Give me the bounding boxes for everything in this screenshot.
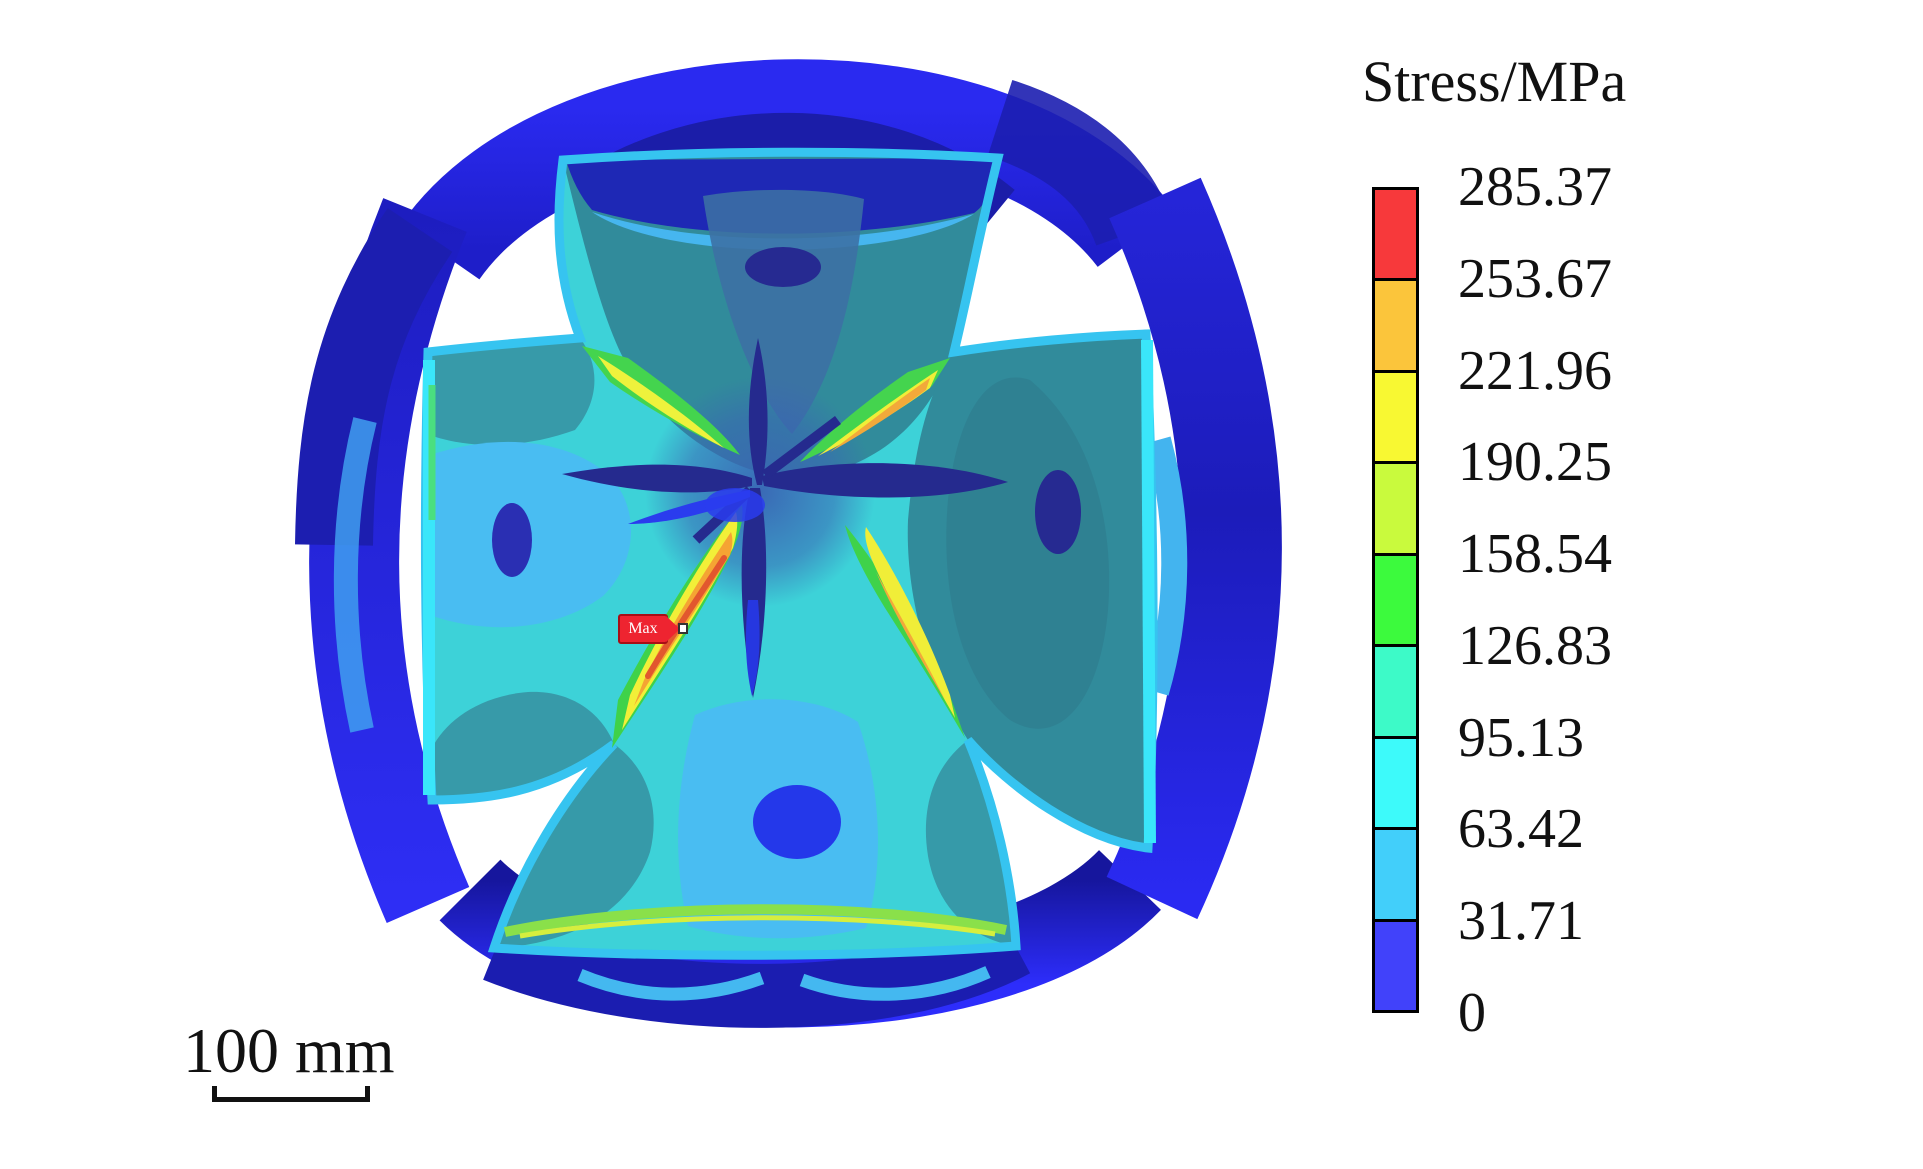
legend-tick-label: 63.42 [1458, 798, 1584, 861]
colorbar [1372, 187, 1419, 1013]
star-petal-diag1 [761, 416, 842, 479]
right-tip-highlight [1141, 339, 1156, 844]
streak-bottomright-orange [876, 572, 945, 700]
streak-topright-green [800, 358, 950, 462]
legend-tick-label: 285.37 [1458, 156, 1612, 218]
colorbar-segment [1375, 647, 1416, 739]
bottom-arm-right-corner [925, 740, 1016, 946]
bottom-highlight-right [799, 966, 991, 1001]
scalebar-label: 100 mm [183, 1015, 395, 1086]
bottom-green-band [503, 904, 1008, 937]
bottom-arm-blue-blob [753, 785, 841, 859]
streak-bottomright-yellow [865, 527, 955, 718]
streak-bottomright-green [845, 525, 965, 738]
top-arm-navy-ellipse [745, 247, 821, 287]
down-petal-royal-tip [745, 600, 760, 696]
top-arm-sky-arc [592, 212, 974, 250]
legend-ticks: 285.37 253.67 221.96 190.25 158.54 126.83 95.1… [1458, 156, 1698, 1044]
scalebar-bracket [212, 1086, 370, 1102]
colorbar-segment [1375, 555, 1416, 648]
right-arm-navy-ellipse [1035, 470, 1081, 554]
legend-tick-label: 31.71 [1458, 890, 1584, 953]
legend-title: Stress/MPa [1362, 49, 1627, 114]
colorbar-segment [1375, 281, 1416, 373]
bottom-arm-left-corner [494, 744, 654, 948]
streak-bottomleft-red-core [645, 555, 727, 679]
star-petal-up [748, 338, 768, 485]
top-arm-steel-tongue [703, 189, 864, 434]
colorbar-segment [1375, 738, 1416, 831]
colorbar-segment [1375, 830, 1416, 922]
legend-tick-label: 190.25 [1458, 431, 1612, 494]
max-marker: Max [618, 614, 692, 644]
bottom-yellowgreen-band [519, 915, 996, 939]
streak-topright-yellow [818, 370, 938, 456]
streak-topright-orange [830, 378, 930, 452]
cross-body [420, 147, 1158, 960]
right-flange-highlight [1143, 436, 1188, 696]
legend-tick-label: 95.13 [1458, 706, 1584, 769]
left-arm-navy-ellipse [492, 503, 532, 577]
star-petal-left [562, 464, 752, 493]
colorbar-segment [1375, 372, 1416, 465]
legend-tick-label: 158.54 [1458, 523, 1612, 586]
legend-tick-label: 126.83 [1458, 614, 1612, 677]
center-royal-patch [705, 488, 765, 522]
max-marker-pointer [666, 616, 680, 642]
bottom-inner-band [483, 916, 1031, 1028]
high-stress-streaks [582, 346, 965, 748]
colorbar-segment [1375, 190, 1416, 282]
star-petal-right [762, 463, 1008, 498]
colorbar-segment [1375, 464, 1416, 556]
left-flange-highlight [333, 417, 377, 733]
max-marker-label: Max [618, 614, 668, 644]
max-marker-anchor [678, 623, 688, 634]
colorbar-segment [1375, 921, 1416, 1010]
right-flange [1106, 177, 1282, 920]
legend-tick-label: 253.67 [1458, 247, 1612, 310]
streak-topleft-yellow [598, 356, 724, 448]
bottom-highlight-left [577, 968, 765, 1001]
legend-tick-label: 221.96 [1458, 339, 1612, 402]
left-arm-bottom-strip [432, 691, 614, 800]
left-flange-shadow [295, 208, 453, 546]
right-arm-inner [946, 377, 1110, 729]
left-arm-top-strip [428, 338, 595, 445]
legend-tick-label: 0 [1458, 982, 1486, 1044]
